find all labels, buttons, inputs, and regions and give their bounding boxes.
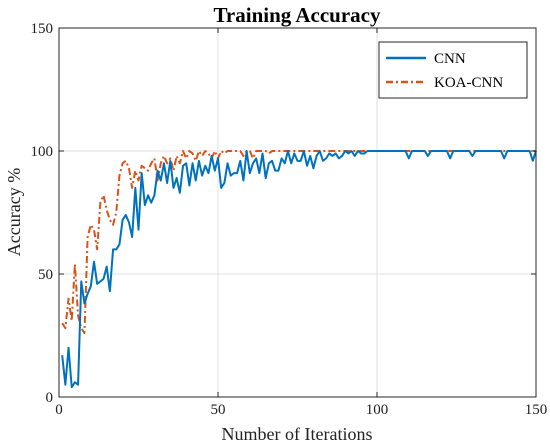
legend-label-cnn: CNN [434, 51, 466, 67]
y-tick-label-150: 150 [31, 21, 54, 37]
series-line-koa-cnn [61, 150, 536, 335]
legend-box [378, 41, 528, 99]
series-line-cnn [61, 150, 537, 389]
x-tick-label-100: 100 [366, 402, 389, 418]
x-tick-label-50: 50 [211, 402, 226, 418]
axis-ticks: 0 50 100 150 0 50 100 150 [31, 21, 548, 418]
y-tick-label-100: 100 [31, 144, 54, 160]
legend: CNN KOA-CNN [378, 41, 528, 99]
chart-title: Training Accuracy [213, 3, 381, 27]
x-tick-label-150: 150 [525, 402, 548, 418]
plot-frame [58, 27, 537, 398]
y-tick-label-0: 0 [46, 390, 54, 406]
x-axis-label: Number of Iterations [222, 424, 373, 444]
legend-label-koa-cnn: KOA-CNN [434, 75, 503, 91]
x-tick-label-0: 0 [55, 402, 63, 418]
y-axis-label: Accuracy % [4, 168, 24, 256]
series-lines [61, 150, 537, 389]
y-tick-label-50: 50 [38, 267, 53, 283]
